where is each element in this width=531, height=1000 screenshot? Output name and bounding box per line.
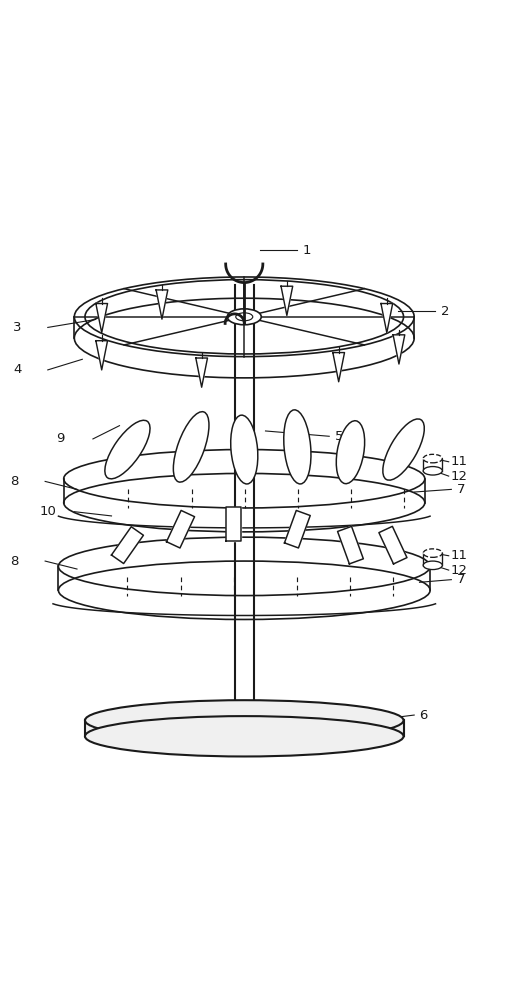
Text: 2: 2 [441, 305, 449, 318]
Text: 11: 11 [450, 455, 467, 468]
Text: 9: 9 [56, 432, 64, 445]
Ellipse shape [284, 410, 311, 484]
Text: 12: 12 [450, 564, 467, 577]
Polygon shape [96, 341, 108, 370]
Text: 7: 7 [457, 573, 465, 586]
Polygon shape [381, 304, 392, 333]
Text: 11: 11 [450, 549, 467, 562]
Ellipse shape [227, 309, 261, 325]
Polygon shape [379, 526, 407, 564]
Text: 1: 1 [303, 244, 311, 257]
Text: 12: 12 [450, 470, 467, 483]
Polygon shape [285, 510, 310, 548]
Polygon shape [281, 286, 293, 315]
Text: 7: 7 [457, 483, 465, 496]
Text: 8: 8 [11, 555, 19, 568]
Polygon shape [156, 290, 168, 319]
Text: 6: 6 [419, 709, 428, 722]
Ellipse shape [173, 412, 209, 482]
Ellipse shape [423, 561, 442, 570]
Text: 10: 10 [40, 505, 57, 518]
Ellipse shape [383, 419, 424, 480]
Polygon shape [196, 358, 208, 387]
Ellipse shape [85, 716, 404, 756]
Polygon shape [333, 353, 345, 382]
Ellipse shape [423, 454, 442, 463]
Text: 3: 3 [13, 321, 22, 334]
Ellipse shape [105, 420, 150, 479]
Ellipse shape [230, 415, 258, 484]
Polygon shape [96, 304, 108, 333]
Polygon shape [112, 527, 143, 564]
Polygon shape [338, 526, 363, 564]
Polygon shape [167, 510, 194, 548]
Ellipse shape [423, 549, 442, 557]
Ellipse shape [336, 421, 365, 484]
Ellipse shape [85, 700, 404, 741]
Ellipse shape [423, 467, 442, 475]
Text: 4: 4 [13, 363, 22, 376]
Polygon shape [226, 507, 241, 541]
Polygon shape [393, 335, 405, 364]
Text: 8: 8 [11, 475, 19, 488]
Text: 5: 5 [335, 430, 343, 443]
